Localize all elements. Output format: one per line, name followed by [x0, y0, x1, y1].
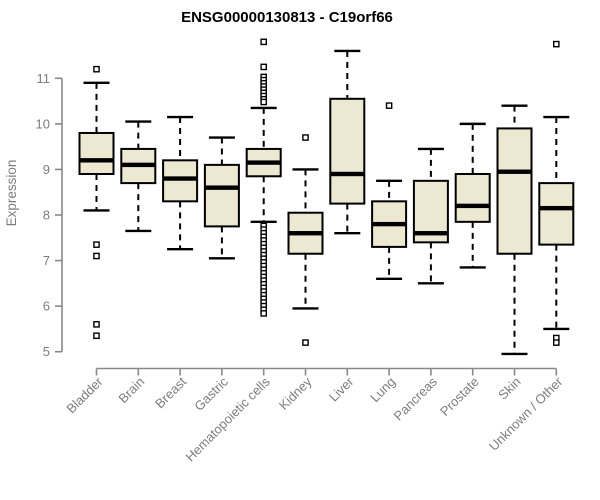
outlier-point — [260, 63, 268, 71]
x-axis-label-kidney: Kidney — [276, 374, 315, 413]
iqr-box — [496, 127, 533, 255]
median-bar — [455, 203, 490, 209]
outlier-point — [260, 38, 268, 46]
x-axis-label-bladder: Bladder — [63, 374, 106, 417]
median-bar — [79, 158, 114, 163]
x-axis-label-liver: Liver — [326, 374, 357, 405]
box-group-hematopoietic-cells — [245, 38, 282, 317]
outlier-point — [93, 332, 100, 340]
y-axis-tick-label: 5 — [43, 344, 50, 359]
x-axis-label-skin: Skin — [495, 374, 523, 402]
outlier-point — [302, 339, 309, 346]
iqr-box — [329, 97, 366, 205]
x-axis-label-prostate: Prostate — [437, 374, 482, 419]
box-group-prostate — [454, 122, 491, 269]
outlier-point — [260, 98, 268, 106]
median-bar — [372, 221, 407, 227]
box-group-gastric — [203, 136, 240, 260]
median-bar — [330, 171, 365, 177]
median-bar — [246, 160, 281, 165]
x-axis-label-gastric: Gastric — [191, 374, 231, 414]
median-bar — [413, 231, 448, 236]
median-bar — [288, 231, 323, 236]
outlier-point — [260, 310, 268, 317]
chart-title: ENSG00000130813 - C19orf66 — [181, 9, 393, 26]
outlier-point — [93, 65, 100, 73]
y-axis-tick-label: 8 — [43, 208, 50, 223]
outlier-point — [385, 102, 393, 109]
box-group-breast — [162, 115, 199, 251]
iqr-box — [162, 159, 199, 203]
median-bar — [204, 185, 239, 190]
outlier-point — [553, 40, 560, 48]
y-axis-tick-label: 9 — [43, 162, 50, 177]
median-bar — [121, 162, 156, 168]
y-axis-tick-label: 10 — [36, 116, 50, 131]
box-group-bladder — [78, 65, 115, 340]
iqr-box — [203, 163, 240, 228]
x-axis-label-brain: Brain — [115, 374, 147, 406]
x-axis-label-unknown-other: Unknown / Other — [486, 374, 566, 454]
outlier-point — [93, 321, 100, 328]
box-group-brain — [120, 120, 157, 233]
x-axis-label-breast: Breast — [152, 374, 189, 411]
box-group-liver — [329, 49, 366, 235]
box-group-lung — [371, 102, 408, 280]
y-axis-tick-label: 7 — [43, 253, 50, 268]
y-axis-tick-label: 6 — [43, 299, 50, 314]
x-axis-label-pancreas: Pancreas — [391, 374, 441, 424]
x-axis-label-lung: Lung — [367, 374, 398, 405]
box-group-kidney — [287, 134, 324, 346]
outlier-point — [553, 339, 560, 346]
median-bar — [539, 205, 574, 211]
iqr-box — [454, 172, 491, 223]
median-bar — [497, 169, 532, 174]
median-bar — [163, 176, 198, 181]
box-group-pancreas — [412, 147, 449, 285]
outlier-point — [93, 252, 100, 260]
y-axis-tick-label: 11 — [37, 71, 51, 86]
outlier-point — [302, 134, 309, 141]
box-group-unknown-other — [538, 40, 575, 346]
box-group-skin — [496, 104, 533, 356]
iqr-box — [78, 131, 115, 175]
y-axis-title: Expression — [4, 160, 19, 227]
iqr-box — [538, 182, 575, 246]
outlier-point — [93, 241, 100, 248]
